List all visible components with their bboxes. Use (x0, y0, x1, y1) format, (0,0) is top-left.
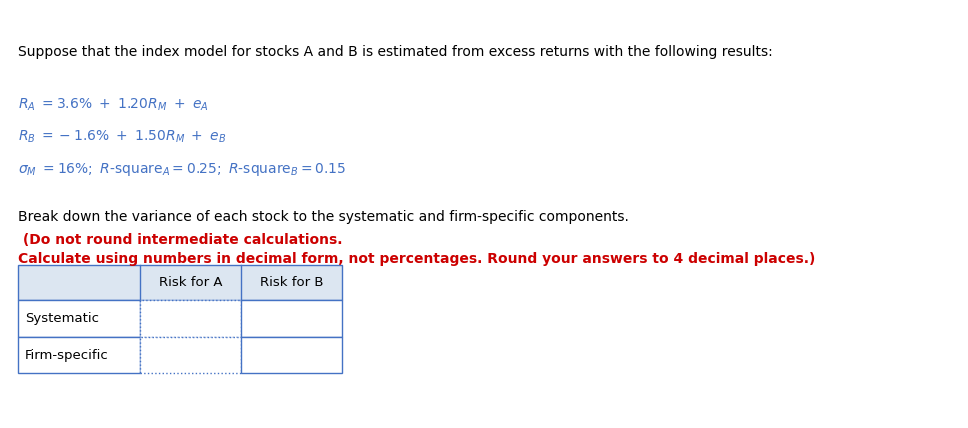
Text: Suppose that the index model for stocks A and B is estimated from excess returns: Suppose that the index model for stocks … (18, 45, 773, 59)
Text: Firm-specific: Firm-specific (25, 348, 109, 362)
Text: $R_A$ $= 3.6\%\ +\ 1.20R_M\ +\ e_A$: $R_A$ $= 3.6\%\ +\ 1.20R_M\ +\ e_A$ (18, 96, 209, 113)
Text: (Do not round intermediate calculations.
Calculate using numbers in decimal form: (Do not round intermediate calculations.… (18, 233, 816, 266)
FancyBboxPatch shape (18, 265, 342, 300)
Text: Break down the variance of each stock to the systematic and firm-specific compon: Break down the variance of each stock to… (18, 210, 629, 224)
Text: Risk for B: Risk for B (259, 276, 323, 289)
FancyBboxPatch shape (18, 337, 140, 373)
Text: $R_B$ $= -1.6\%\ +\ 1.50R_M\ +\ e_B$: $R_B$ $= -1.6\%\ +\ 1.50R_M\ +\ e_B$ (18, 128, 227, 145)
FancyBboxPatch shape (241, 300, 342, 337)
Text: Systematic: Systematic (25, 312, 99, 325)
FancyBboxPatch shape (140, 300, 241, 337)
FancyBboxPatch shape (140, 337, 241, 373)
FancyBboxPatch shape (18, 300, 140, 337)
FancyBboxPatch shape (241, 337, 342, 373)
Text: Risk for A: Risk for A (159, 276, 223, 289)
Text: $\sigma_M$ $= 16\%;\ R\text{-square}_A = 0.25;\ R\text{-square}_B = 0.15$: $\sigma_M$ $= 16\%;\ R\text{-square}_A =… (18, 160, 347, 178)
